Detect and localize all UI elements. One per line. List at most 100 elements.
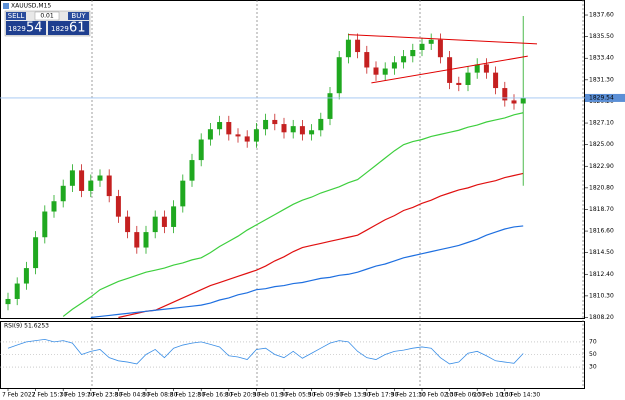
y-tick-label: 50: [589, 351, 597, 358]
y-tick-label: 1808.20: [589, 314, 614, 321]
current-price-label: 1829.54: [589, 94, 614, 101]
ask-small[interactable]: 61: [69, 21, 86, 36]
sell-button[interactable]: [6, 12, 26, 20]
x-tick-label: 8 Feb 04:30: [114, 392, 150, 399]
x-tick-label: 10 Feb 06:30: [446, 392, 486, 399]
candle-body: [263, 119, 269, 130]
x-tick-label: 7 Feb 15:30: [32, 392, 68, 399]
plot-layer: 1837.601835.501833.401831.301829.201827.…: [0, 12, 625, 399]
candle-body: [115, 196, 121, 217]
candle-body: [410, 49, 416, 57]
buy-button[interactable]: [68, 12, 89, 20]
bid-box[interactable]: [6, 21, 46, 35]
candle-body: [189, 160, 195, 181]
candle-body: [23, 268, 29, 284]
candle-body: [373, 67, 379, 75]
y-tick-label: 30: [589, 364, 597, 371]
candle-body: [419, 43, 425, 50]
rsi-panel-frame: [0, 321, 585, 389]
x-tick-label: 9 Feb 17:30: [363, 392, 399, 399]
candle-body: [125, 216, 131, 233]
trendline: [371, 55, 528, 84]
candle-body: [382, 68, 388, 75]
trendline: [348, 34, 538, 45]
y-tick-label: 1814.50: [589, 249, 614, 256]
candle-body: [391, 62, 397, 69]
candle-body: [217, 122, 223, 130]
candle-body: [79, 170, 85, 191]
main-panel-frame: [0, 0, 585, 319]
candle-body: [511, 100, 517, 104]
candle-body: [14, 283, 20, 299]
candle-body: [318, 118, 324, 131]
current-price-tag: [585, 93, 625, 102]
candle-body: [345, 39, 351, 58]
x-tick-label: 8 Feb 12:30: [170, 392, 206, 399]
ask-big[interactable]: 1829: [51, 25, 69, 33]
rsi-title: RSI(9) 51.6253: [4, 323, 49, 330]
candle-body: [401, 56, 407, 63]
candle-body: [69, 170, 75, 186]
x-tick-label: 10 Feb 02:30: [418, 392, 458, 399]
period-separators: [91, 0, 584, 388]
y-tick-label: 70: [589, 338, 597, 345]
candle-body: [235, 134, 241, 137]
x-tick-label: 7 Feb 2022: [2, 392, 36, 399]
sell-label[interactable]: SELL: [8, 12, 25, 20]
x-tick-label: 9 Feb 01:30: [252, 392, 288, 399]
lot-value[interactable]: 0.01: [40, 13, 54, 20]
y-tick-label: 1812.40: [589, 271, 614, 278]
candle-body: [143, 232, 149, 248]
bid-big[interactable]: 1829: [8, 25, 26, 33]
header: XAUUSD,M15: [3, 3, 51, 10]
candle-body: [520, 97, 526, 104]
candle-body: [134, 232, 140, 248]
candle-body: [447, 57, 453, 83]
lot-input[interactable]: [34, 11, 60, 21]
candle-body: [180, 180, 186, 207]
ask-box[interactable]: [48, 21, 89, 35]
candle-body: [309, 130, 315, 135]
y-tick-label: 1820.80: [589, 184, 614, 191]
x-tick-label: 8 Feb 08:30: [142, 392, 178, 399]
moving-average-line: [62, 112, 524, 317]
candle-body: [253, 129, 259, 142]
symbol-label: XAUUSD,M15: [11, 3, 51, 10]
moving-average-line: [118, 172, 524, 319]
y-tick-label: 1835.50: [589, 33, 614, 40]
candle-body: [226, 122, 232, 135]
candle-body: [152, 216, 158, 233]
y-tick-label: 1825.00: [589, 141, 614, 148]
y-tick-label: 1818.70: [589, 206, 614, 213]
y-tick-label: 1837.60: [589, 12, 614, 19]
candle-body: [272, 119, 278, 125]
candle-body: [474, 64, 480, 73]
x-tick-label: 9 Feb 09:30: [308, 392, 344, 399]
candle-body: [327, 93, 333, 119]
candle-body: [171, 206, 177, 227]
candle-body: [437, 39, 443, 58]
buy-label[interactable]: BUY: [71, 12, 86, 20]
candle-body: [244, 136, 250, 142]
candle-body: [5, 298, 11, 305]
trade-panel: SELL 0.01 BUY 1829 54 1829 61: [4, 10, 91, 37]
y-tick-label: 1827.10: [589, 120, 614, 127]
candle-body: [290, 126, 296, 133]
candle-body: [483, 64, 489, 73]
x-tick-label: 8 Feb 20:30: [225, 392, 261, 399]
candle-body: [207, 129, 213, 140]
candle-body: [88, 180, 94, 191]
rsi-line: [7, 338, 524, 365]
candle-body: [336, 57, 342, 94]
symbol-icon: [3, 3, 9, 9]
bid-small[interactable]: 54: [26, 21, 43, 36]
candle-body: [198, 139, 204, 161]
x-tick-label: 10 Feb 14:30: [501, 392, 541, 399]
y-tick-label: 1816.60: [589, 228, 614, 235]
candle-body: [106, 175, 112, 197]
candle-body: [33, 237, 39, 269]
y-tick-label: 1833.40: [589, 55, 614, 62]
candle-body: [42, 211, 48, 238]
y-tick-label: 1831.30: [589, 76, 614, 83]
